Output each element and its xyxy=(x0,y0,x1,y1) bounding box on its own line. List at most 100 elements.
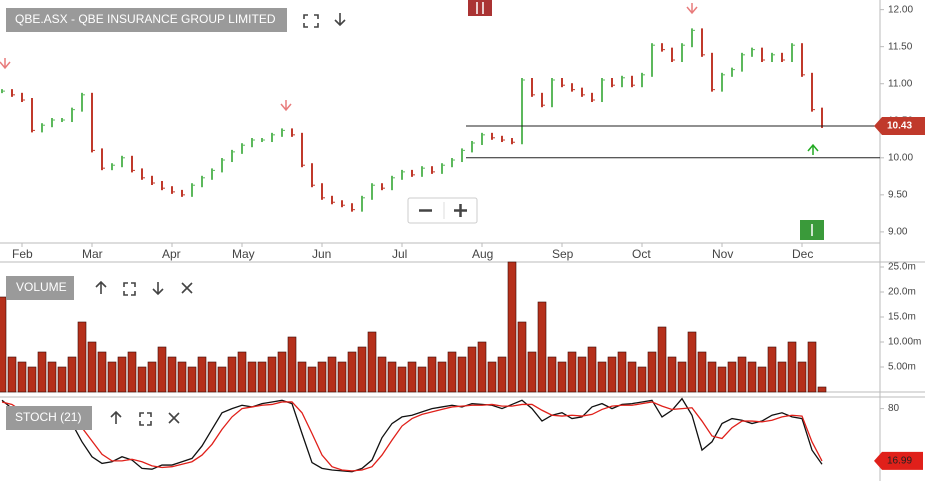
price-bar xyxy=(141,168,143,180)
price-bar xyxy=(181,189,183,197)
price-bar xyxy=(681,43,683,63)
volume-bar xyxy=(367,331,377,393)
price-bar xyxy=(151,175,153,185)
x-tick-label: Dec xyxy=(792,247,813,261)
volume-bar xyxy=(77,321,87,393)
volume-bar xyxy=(777,361,787,393)
price-bar xyxy=(201,175,203,188)
y-tick-label: 9.00 xyxy=(888,227,908,238)
volume-bar xyxy=(287,336,297,393)
price-bar xyxy=(491,132,493,140)
price-bar xyxy=(731,67,733,77)
volume-bar xyxy=(57,366,67,393)
volume-bar xyxy=(457,356,467,393)
price-bar xyxy=(551,78,553,108)
price-bar xyxy=(271,132,273,143)
title-box xyxy=(6,8,287,32)
volume-bar xyxy=(17,361,27,393)
price-bar xyxy=(591,92,593,103)
close-icon[interactable] xyxy=(168,412,180,424)
price-bar xyxy=(631,75,633,88)
y-tick-label: 15.0m xyxy=(888,312,916,323)
volume-bar xyxy=(697,351,707,393)
price-bar xyxy=(701,28,703,57)
move-up-icon[interactable] xyxy=(95,280,107,294)
volume-bar xyxy=(447,351,457,393)
move-down-icon[interactable] xyxy=(334,13,346,27)
price-bar xyxy=(21,92,23,103)
y-tick-label: 80 xyxy=(888,403,900,414)
price-bar xyxy=(451,158,453,168)
volume-bar xyxy=(427,356,437,393)
volume-bar xyxy=(687,331,697,393)
price-tag-label: 10.43 xyxy=(887,121,912,132)
volume-bar xyxy=(587,346,597,393)
volume-bar xyxy=(617,351,627,393)
expand-icon[interactable] xyxy=(139,412,152,426)
volume-bar xyxy=(197,356,207,393)
price-bar xyxy=(131,155,133,173)
price-bar xyxy=(691,28,693,48)
y-tick-label: 20.0m xyxy=(888,287,916,298)
price-bar xyxy=(121,155,123,168)
expand-icon[interactable] xyxy=(303,14,319,28)
y-tick-label: 12.00 xyxy=(888,4,913,15)
x-tick-label: Oct xyxy=(632,247,651,261)
price-bar xyxy=(711,52,713,92)
price-bar xyxy=(41,123,43,133)
y-tick-label: 9.50 xyxy=(888,189,908,200)
volume-bar xyxy=(237,351,247,393)
price-bar xyxy=(531,78,533,97)
price-bar xyxy=(561,78,563,88)
volume-bar xyxy=(647,351,657,393)
close-icon[interactable] xyxy=(181,282,193,294)
x-tick-label: May xyxy=(232,247,255,261)
volume-bar xyxy=(717,366,727,393)
price-bar xyxy=(421,166,423,177)
volume-bar xyxy=(377,356,387,393)
volume-bar xyxy=(487,361,497,393)
price-bar xyxy=(741,52,743,72)
volume-bar xyxy=(407,361,417,393)
volume-bar xyxy=(27,366,37,393)
price-bar xyxy=(221,158,223,173)
volume-bar xyxy=(727,361,737,393)
price-bar xyxy=(321,183,323,200)
event-marker[interactable] xyxy=(468,0,492,16)
volume-bar xyxy=(267,356,277,393)
price-bar xyxy=(101,148,103,171)
volume-bar xyxy=(227,356,237,393)
price-bar xyxy=(401,169,403,180)
price-bar xyxy=(71,107,73,123)
event-marker-icon xyxy=(476,2,484,14)
price-bar xyxy=(291,128,293,137)
volume-bar xyxy=(747,361,757,393)
volume-bar xyxy=(247,361,257,393)
volume-bar xyxy=(577,356,587,393)
price-bar xyxy=(811,72,813,112)
price-bar xyxy=(511,138,513,145)
volume-bar xyxy=(417,366,427,393)
price-bar xyxy=(331,195,333,205)
volume-bar xyxy=(67,356,77,393)
price-bar xyxy=(651,43,653,77)
volume-bar xyxy=(547,356,557,393)
price-bar xyxy=(311,163,313,188)
move-down-icon[interactable] xyxy=(152,282,164,296)
volume-bar xyxy=(567,351,577,393)
y-tick-label: 10.00 xyxy=(888,152,913,163)
volume-bar xyxy=(657,326,667,393)
zoom-in-button[interactable] xyxy=(454,204,467,217)
x-tick-label: Jul xyxy=(392,247,407,261)
price-bar xyxy=(381,183,383,191)
panel-title: STOCH (21) xyxy=(15,410,81,424)
volume-bar xyxy=(277,351,287,393)
price-bar xyxy=(391,175,393,191)
price-bar xyxy=(11,89,13,97)
price-bar xyxy=(51,118,53,128)
expand-icon[interactable] xyxy=(123,282,136,296)
move-up-icon[interactable] xyxy=(110,410,122,424)
price-bar xyxy=(91,92,93,153)
price-tag xyxy=(874,116,925,135)
